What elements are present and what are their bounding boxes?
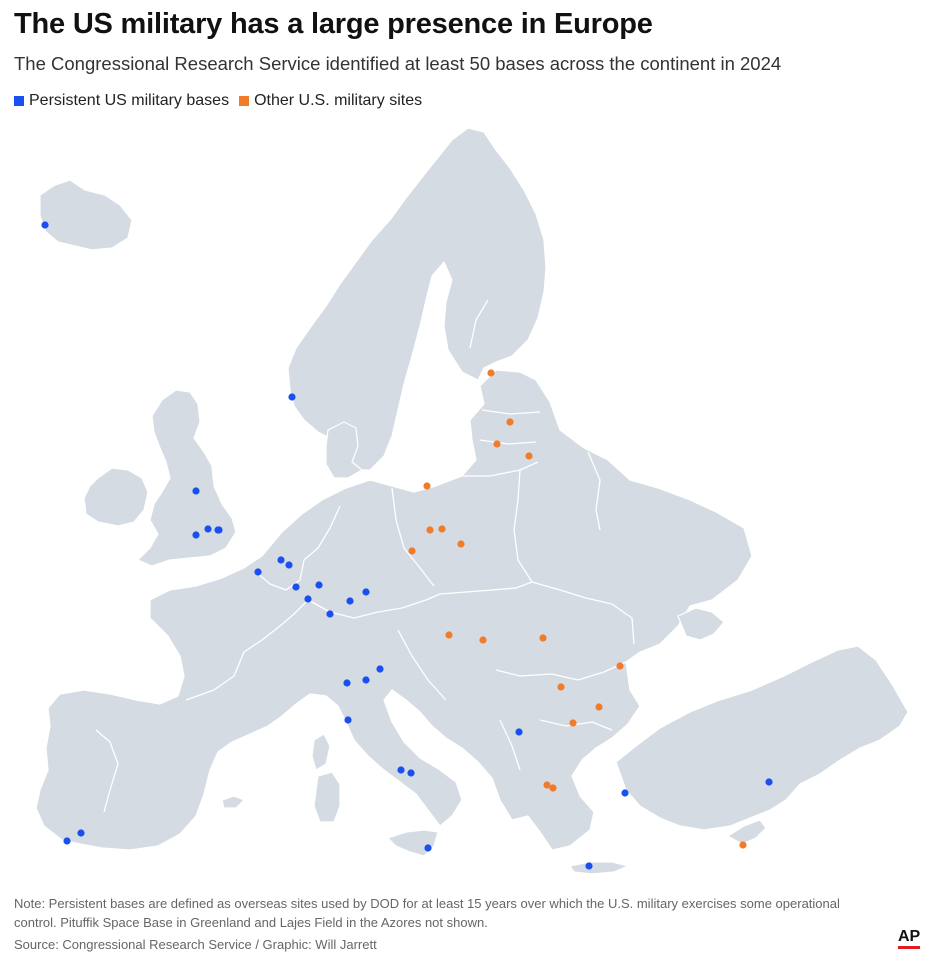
land-masses xyxy=(35,127,909,875)
other-site-marker xyxy=(557,683,565,691)
other-site-marker xyxy=(479,636,487,644)
other-site-marker xyxy=(539,634,547,642)
persistent-base-marker xyxy=(362,676,370,684)
other-site-marker xyxy=(445,631,453,639)
landmass-sardinia xyxy=(313,771,341,823)
other-site-marker xyxy=(543,781,551,789)
persistent-base-marker xyxy=(515,728,523,736)
source-credit: Source: Congressional Research Service /… xyxy=(14,937,377,952)
other-sites xyxy=(408,369,747,849)
landmass-turkey xyxy=(615,645,909,831)
persistent-base-marker xyxy=(77,829,85,837)
persistent-base-marker xyxy=(304,595,312,603)
other-site-marker xyxy=(616,662,624,670)
landmass-great-britain xyxy=(137,389,237,567)
country-borders xyxy=(95,299,635,813)
legend-item-persistent: Persistent US military bases xyxy=(14,92,229,110)
ap-logo: AP xyxy=(898,928,921,949)
other-site-marker xyxy=(569,719,577,727)
landmass-sicily xyxy=(387,829,439,857)
persistent-base-marker xyxy=(277,556,285,564)
landmass-crimea xyxy=(677,607,725,641)
border-sweden-finland xyxy=(469,299,489,349)
border-benelux xyxy=(255,559,305,591)
border-norway-sweden xyxy=(397,371,413,431)
border-danube xyxy=(495,661,627,681)
other-site-marker xyxy=(493,440,501,448)
border-france-spain-swiss xyxy=(185,599,309,701)
persistent-base-marker xyxy=(362,588,370,596)
border-romania-east xyxy=(585,597,635,645)
landmass-denmark xyxy=(325,421,363,479)
border-baltics-1 xyxy=(481,409,541,415)
persistent-base-marker xyxy=(214,526,222,534)
persistent-base-marker xyxy=(376,665,384,673)
landmass-iceland xyxy=(39,179,133,251)
page-subtitle: The Congressional Research Service ident… xyxy=(14,53,782,74)
border-germany-west xyxy=(303,505,341,561)
persistent-base-marker xyxy=(192,487,200,495)
persistent-base-marker xyxy=(63,837,71,845)
persistent-base-marker xyxy=(254,568,262,576)
border-bulgaria-south xyxy=(539,719,613,731)
europe-map xyxy=(35,127,909,875)
persistent-base-marker xyxy=(288,393,296,401)
landmass-corsica xyxy=(311,733,331,771)
landmass-scandinavia xyxy=(287,127,547,471)
persistent-base-marker xyxy=(326,610,334,618)
other-site-marker xyxy=(506,418,514,426)
other-site-marker xyxy=(487,369,495,377)
persistent-base-marker xyxy=(41,221,49,229)
persistent-base-marker xyxy=(407,769,415,777)
persistent-base-marker xyxy=(621,789,629,797)
border-balkans-west xyxy=(397,629,447,701)
legend: Persistent US military bases Other U.S. … xyxy=(14,92,432,110)
other-site-marker xyxy=(426,526,434,534)
border-poland-north xyxy=(462,461,539,477)
legend-item-other: Other U.S. military sites xyxy=(239,92,422,110)
legend-label-other: Other U.S. military sites xyxy=(254,92,423,109)
persistent-bases xyxy=(41,221,773,870)
persistent-base-marker xyxy=(192,531,200,539)
persistent-base-marker xyxy=(585,862,593,870)
other-site-marker xyxy=(457,540,465,548)
persistent-base-marker xyxy=(397,766,405,774)
landmass-balearic-islands xyxy=(221,795,245,809)
border-belarus-east xyxy=(587,451,601,531)
persistent-base-marker xyxy=(204,525,212,533)
other-site-marker xyxy=(408,547,416,555)
page-title: The US military has a large presence in … xyxy=(14,8,653,40)
other-site-marker xyxy=(595,703,603,711)
legend-swatch-other xyxy=(239,96,250,106)
persistent-base-marker xyxy=(315,581,323,589)
legend-label-persistent: Persistent US military bases xyxy=(29,92,230,109)
other-site-marker xyxy=(525,452,533,460)
border-spain-portugal xyxy=(95,729,119,813)
persistent-base-marker xyxy=(424,844,432,852)
border-albania xyxy=(499,719,521,771)
persistent-base-marker xyxy=(292,583,300,591)
landmass-ireland xyxy=(83,467,149,527)
border-germany-poland xyxy=(391,487,435,587)
persistent-base-marker xyxy=(344,716,352,724)
persistent-base-marker xyxy=(285,561,293,569)
footnote: Note: Persistent bases are defined as ov… xyxy=(14,896,840,930)
persistent-base-marker xyxy=(346,597,354,605)
landmass-continent xyxy=(35,369,753,851)
border-poland-east xyxy=(513,469,533,583)
legend-swatch-persistent xyxy=(14,96,24,106)
persistent-base-marker xyxy=(765,778,773,786)
other-site-marker xyxy=(549,784,557,792)
landmass-crete xyxy=(569,861,629,875)
other-site-marker xyxy=(739,841,747,849)
border-baltics-2 xyxy=(479,439,537,445)
other-site-marker xyxy=(438,525,446,533)
persistent-base-marker xyxy=(343,679,351,687)
border-carpathian xyxy=(439,581,587,599)
other-site-marker xyxy=(423,482,431,490)
